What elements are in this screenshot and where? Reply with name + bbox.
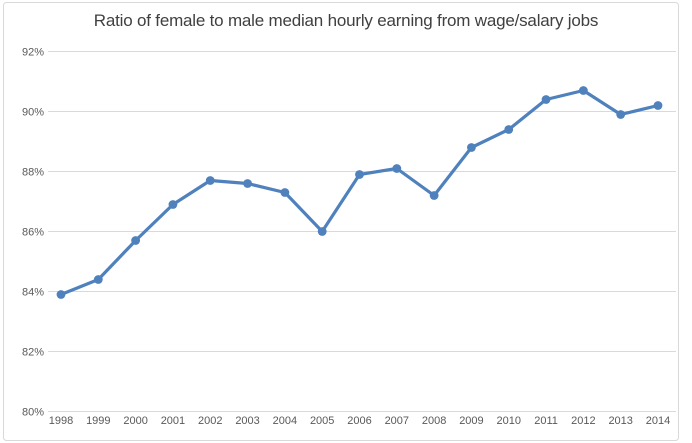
data-point-marker [205, 176, 215, 185]
x-axis-tick-label: 2004 [273, 415, 297, 427]
y-axis-tick-label: 80% [22, 407, 44, 419]
x-axis-tick-label: 2003 [235, 415, 259, 427]
data-point-marker [280, 188, 290, 197]
x-axis-tick-label: 2006 [347, 415, 371, 427]
data-point-marker [317, 227, 327, 236]
data-point-marker [392, 164, 402, 173]
y-axis-tick-label: 92% [22, 47, 44, 59]
x-axis-tick-label: 2014 [646, 415, 670, 427]
y-axis-tick-label: 86% [22, 227, 44, 239]
x-axis-tick-label: 2013 [608, 415, 632, 427]
x-axis-tick-label: 2012 [571, 415, 595, 427]
data-point-marker [56, 290, 66, 299]
data-point-marker [243, 179, 252, 188]
x-axis-tick-label: 2008 [422, 415, 446, 427]
y-axis-tick-label: 82% [22, 347, 44, 359]
data-point-marker [131, 236, 141, 245]
y-axis-tick-label: 84% [22, 287, 44, 299]
data-point-marker [93, 275, 103, 284]
x-axis-tick-label: 2002 [198, 415, 222, 427]
x-axis-tick-label: 2005 [310, 415, 334, 427]
x-axis-tick-label: 1998 [49, 415, 73, 427]
y-axis-tick-label: 90% [22, 107, 44, 119]
data-point-marker [355, 170, 364, 179]
x-axis-tick-label: 2001 [161, 415, 185, 427]
data-series-line [59, 88, 660, 297]
data-point-marker [429, 191, 439, 200]
x-axis-tick-label: 2010 [497, 415, 521, 427]
data-point-marker [653, 101, 663, 110]
data-point-marker [578, 86, 588, 95]
data-point-marker [541, 95, 551, 104]
x-axis-tick-label: 2011 [534, 415, 558, 427]
chart-frame-border [3, 2, 679, 441]
data-point-marker [467, 143, 476, 152]
y-axis-tick-label: 88% [22, 167, 44, 179]
x-axis-tick-label: 2000 [123, 415, 147, 427]
x-axis-tick-label: 1999 [86, 415, 110, 427]
x-axis-tick-label: 2009 [459, 415, 483, 427]
data-point-marker [504, 125, 514, 134]
data-point-marker [168, 200, 178, 209]
data-point-marker [616, 110, 626, 119]
chart-title: Ratio of female to male median hourly ea… [93, 11, 599, 30]
x-axis-tick-label: 2007 [385, 415, 409, 427]
